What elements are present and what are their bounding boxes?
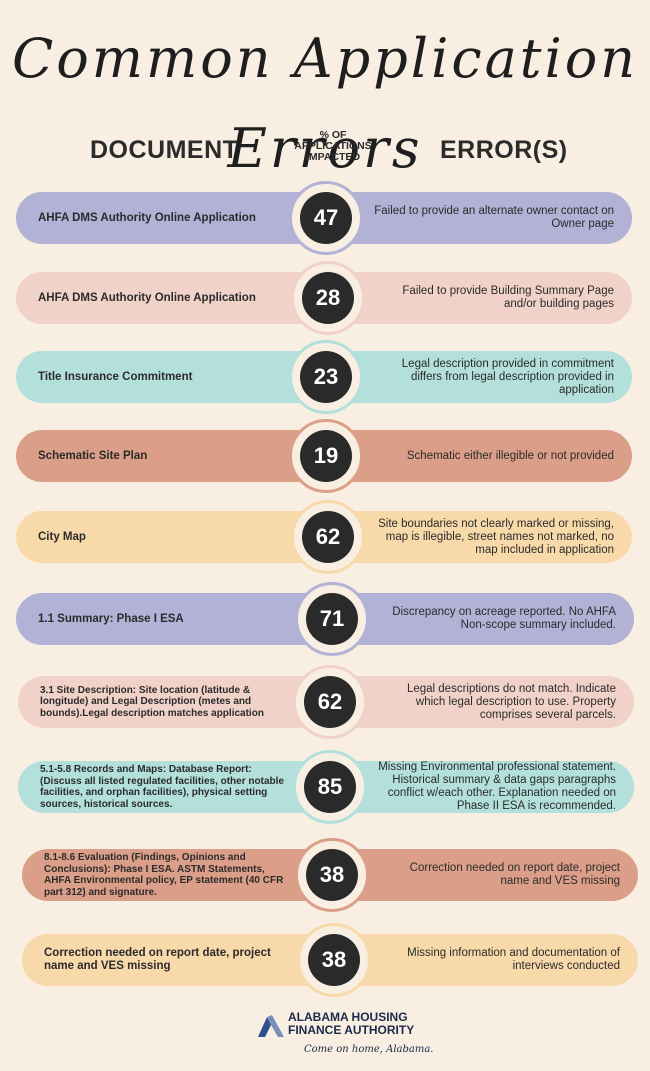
error-pill xyxy=(332,849,638,901)
document-pill xyxy=(16,511,328,563)
document-name: 8.1-8.6 Evaluation (Findings, Opinions a… xyxy=(44,852,284,898)
document-name: AHFA DMS Authority Online Application xyxy=(38,211,256,224)
document-pill xyxy=(18,761,330,813)
org-name-line1: ALABAMA HOUSING xyxy=(288,1010,408,1024)
percent-header-line3: IMPACTED xyxy=(305,151,361,163)
error-row: 1.1 Summary: Phase I ESA Discrepancy on a… xyxy=(0,582,650,656)
error-row: City Map Site boundaries not clearly mark… xyxy=(0,500,650,574)
error-row: AHFA DMS Authority Online Application Fai… xyxy=(0,261,650,335)
error-description: Failed to provide Building Summary Page … xyxy=(402,285,614,310)
percent-badge-ring: 85 xyxy=(293,750,367,824)
document-name: Title Insurance Commitment xyxy=(38,370,193,383)
percent-badge: 47 xyxy=(300,192,352,244)
error-row: 3.1 Site Description: Site location (lat… xyxy=(0,665,650,739)
document-name: City Map xyxy=(38,530,86,543)
error-pill xyxy=(326,430,632,482)
ahfa-logo-icon xyxy=(258,1015,284,1037)
error-row: 8.1-8.6 Evaluation (Findings, Opinions a… xyxy=(0,838,650,912)
document-pill xyxy=(16,351,326,403)
document-pill xyxy=(22,934,334,986)
percent-badge: 28 xyxy=(302,272,354,324)
error-description: Missing information and documentation of… xyxy=(407,947,620,972)
error-description: Correction needed on report date, projec… xyxy=(409,862,620,887)
org-name: ALABAMA HOUSING FINANCE AUTHORITY xyxy=(288,1011,414,1037)
error-row: AHFA DMS Authority Online Application Fai… xyxy=(0,181,650,255)
document-column-header: DOCUMENT xyxy=(90,136,239,164)
percent-badge-ring: 23 xyxy=(289,340,363,414)
error-row: Correction needed on report date, projec… xyxy=(0,923,650,997)
error-row: 5.1-5.8 Records and Maps: Database Repor… xyxy=(0,750,650,824)
error-description: Missing Environmental professional state… xyxy=(378,761,616,812)
error-row: Schematic Site Plan Schematic either ille… xyxy=(0,419,650,493)
error-description: Legal description provided in commitment… xyxy=(401,357,614,396)
error-pill xyxy=(330,676,634,728)
errors-column-header: ERROR(S) xyxy=(440,136,568,164)
percent-badge-ring: 62 xyxy=(291,500,365,574)
percent-badge: 38 xyxy=(306,849,358,901)
org-name-line2: FINANCE AUTHORITY xyxy=(288,1023,415,1037)
document-pill xyxy=(22,849,332,901)
percent-badge: 85 xyxy=(304,761,356,813)
document-name: 3.1 Site Description: Site location (lat… xyxy=(40,684,264,719)
error-row: Title Insurance Commitment Legal descript… xyxy=(0,340,650,414)
percent-badge: 23 xyxy=(300,351,352,403)
document-pill xyxy=(16,593,332,645)
error-description: Failed to provide an alternate owner con… xyxy=(374,205,614,230)
percent-badge: 62 xyxy=(302,511,354,563)
document-pill xyxy=(16,192,326,244)
percent-badge-ring: 38 xyxy=(295,838,369,912)
percent-badge: 62 xyxy=(304,676,356,728)
percent-badge-ring: 62 xyxy=(293,665,367,739)
error-description: Legal descriptions do not match. Indicat… xyxy=(406,682,616,721)
percent-column-header: % OF APPLICATIONS IMPACTED xyxy=(278,130,388,163)
percent-badge-ring: 47 xyxy=(289,181,363,255)
error-description: Site boundaries not clearly marked or mi… xyxy=(378,517,614,556)
document-pill xyxy=(16,272,328,324)
percent-header-line1: % OF xyxy=(319,129,347,141)
document-name: AHFA DMS Authority Online Application xyxy=(38,291,256,304)
document-pill xyxy=(18,676,330,728)
document-name: Correction needed on report date, projec… xyxy=(44,947,271,972)
error-pill xyxy=(328,272,632,324)
error-pill xyxy=(330,761,634,813)
page-title: Common Application Errors xyxy=(11,27,639,180)
percent-badge: 71 xyxy=(306,593,358,645)
error-description: Discrepancy on acreage reported. No AHFA… xyxy=(392,606,616,631)
percent-badge: 38 xyxy=(308,934,360,986)
org-tagline: Come on home, Alabama. xyxy=(304,1044,434,1055)
document-name: Schematic Site Plan xyxy=(38,449,148,462)
document-name: 1.1 Summary: Phase I ESA xyxy=(38,612,184,625)
percent-badge-ring: 19 xyxy=(289,419,363,493)
percent-header-line2: APPLICATIONS xyxy=(294,140,372,152)
error-pill xyxy=(326,351,632,403)
error-pill xyxy=(334,934,638,986)
error-description: Schematic either illegible or not provid… xyxy=(406,449,614,462)
percent-badge-ring: 38 xyxy=(297,923,371,997)
error-pill xyxy=(332,593,634,645)
document-pill xyxy=(16,430,326,482)
document-name: 5.1-5.8 Records and Maps: Database Repor… xyxy=(40,764,284,810)
percent-badge: 19 xyxy=(300,430,352,482)
percent-badge-ring: 71 xyxy=(295,582,369,656)
error-pill xyxy=(326,192,632,244)
percent-badge-ring: 28 xyxy=(291,261,365,335)
error-pill xyxy=(328,511,632,563)
